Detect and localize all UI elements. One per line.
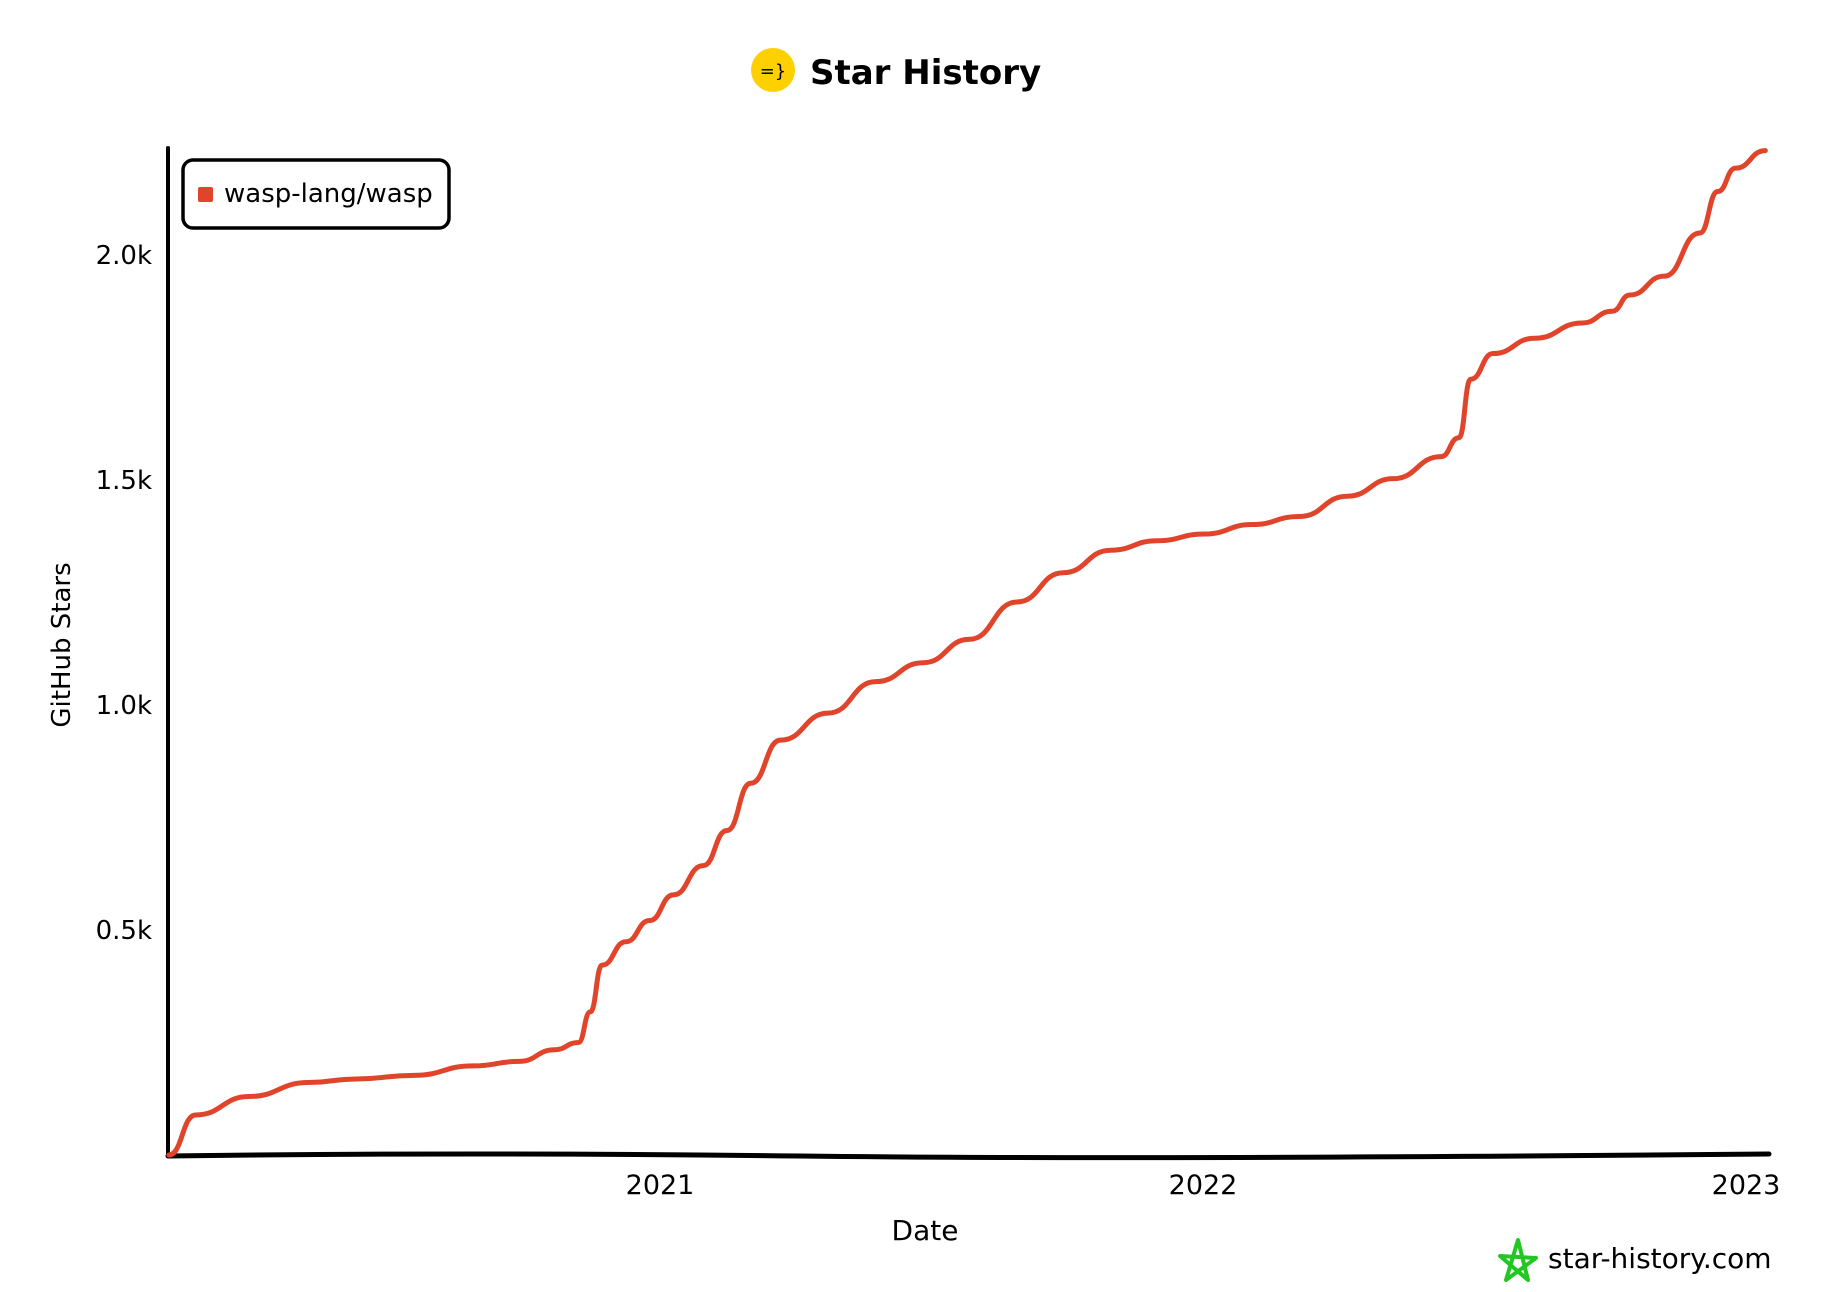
logo-text: =}: [760, 61, 787, 82]
y-axis: [165, 146, 170, 1158]
y-tick-label: 2.0k: [96, 241, 152, 271]
star-history-logo-icon: [751, 48, 795, 92]
legend-swatch: [198, 187, 213, 202]
series-line-wasp-lang-wasp: [166, 148, 1768, 1158]
legend: wasp-lang/wasp: [181, 158, 451, 230]
legend-box: [181, 158, 451, 230]
legend-label: wasp-lang/wasp: [224, 179, 433, 209]
x-tick-label: 2023: [1712, 1170, 1781, 1201]
x-axis: [165, 1151, 1772, 1161]
y-tick-label: 1.0k: [96, 691, 152, 721]
title-text: Star History: [810, 53, 1041, 93]
y-axis-label: GitHub Stars: [47, 562, 77, 727]
x-tick-label: 2022: [1169, 1170, 1238, 1201]
y-tick-label: 0.5k: [96, 916, 152, 946]
chart-title: =} Star History: [751, 48, 1041, 93]
watermark[interactable]: star-history.com: [1498, 1238, 1772, 1282]
x-axis-label: Date: [892, 1214, 959, 1247]
y-tick-label: 1.5k: [96, 466, 152, 496]
star-outline-icon: [1498, 1238, 1538, 1282]
x-tick-label: 2021: [626, 1170, 695, 1201]
watermark-text[interactable]: star-history.com: [1548, 1242, 1772, 1275]
